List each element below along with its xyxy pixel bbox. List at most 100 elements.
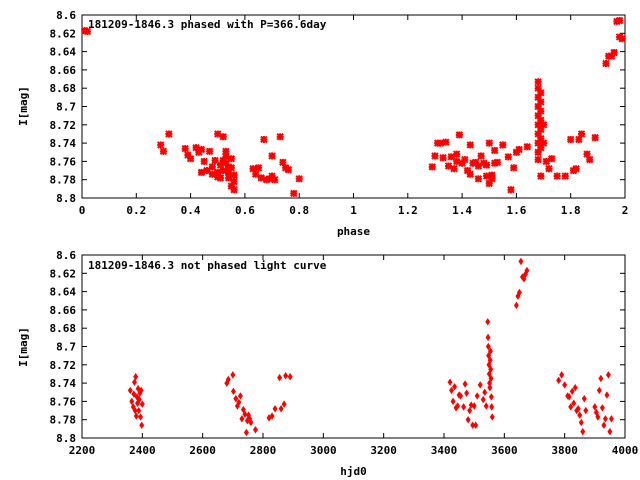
unphased-panel: 2200 2400 2600 2800 3000 3200 3400 3600 3800 4000… xyxy=(17,249,638,478)
data-point xyxy=(463,166,472,175)
data-point xyxy=(595,413,601,421)
y-tick-label: 8.7 xyxy=(56,341,76,354)
x-tick-label: 2400 xyxy=(129,444,156,457)
data-point xyxy=(272,404,278,413)
data-point xyxy=(132,406,138,415)
y-tick-label: 8.68 xyxy=(50,322,77,335)
x-tick-label: 4000 xyxy=(612,444,639,457)
x-tick-label: 3400 xyxy=(431,444,458,457)
data-point xyxy=(482,388,488,396)
data-point xyxy=(575,135,583,144)
data-point xyxy=(504,153,512,161)
data-point xyxy=(599,404,605,412)
data-point xyxy=(230,171,238,179)
data-point xyxy=(281,400,287,408)
data-point xyxy=(139,421,145,429)
data-point xyxy=(537,116,545,124)
x-tick-label: 1.6 xyxy=(506,204,526,217)
plot-title: 181209-1846.3 phased with P=366.6day xyxy=(88,18,327,31)
y-tick-label: 8.64 xyxy=(50,46,77,59)
data-point xyxy=(129,397,135,406)
y-tick-label: 8.7 xyxy=(56,101,76,114)
y-tick-label: 8.8 xyxy=(56,192,76,205)
data-point xyxy=(197,168,206,177)
data-point xyxy=(534,148,542,156)
data-point xyxy=(132,378,137,386)
data-point xyxy=(138,386,144,395)
data-point xyxy=(224,168,233,177)
data-point xyxy=(480,395,486,404)
data-point xyxy=(577,130,586,138)
data-point xyxy=(507,186,515,194)
y-axis-label: I[mag] xyxy=(17,327,30,367)
data-point xyxy=(186,154,195,163)
data-point xyxy=(607,52,616,60)
y-tick-label: 8.6 xyxy=(56,9,76,22)
data-point xyxy=(197,145,206,154)
x-axis-label: hjd0 xyxy=(340,465,367,478)
data-point xyxy=(534,111,542,120)
data-point xyxy=(537,107,545,115)
data-point xyxy=(605,371,611,379)
data-point xyxy=(436,139,445,147)
data-point xyxy=(537,98,545,106)
data-point xyxy=(482,161,491,169)
data-point xyxy=(534,121,542,129)
x-tick-label: 0.2 xyxy=(126,204,146,217)
y-tick-label: 8.78 xyxy=(50,414,77,427)
data-point xyxy=(444,162,453,170)
x-tick-label: 1 xyxy=(350,204,357,217)
data-point xyxy=(83,27,92,36)
data-point xyxy=(200,157,208,166)
data-point xyxy=(474,162,483,170)
data-point xyxy=(477,381,483,389)
data-point xyxy=(227,154,236,163)
y-axis-label: I[mag] xyxy=(17,86,30,126)
data-point xyxy=(461,155,469,164)
data-point xyxy=(165,130,173,138)
data-point xyxy=(252,426,258,434)
data-point xyxy=(537,89,545,97)
x-tick-label: 3000 xyxy=(310,444,337,457)
data-point xyxy=(260,135,268,144)
data-point xyxy=(287,372,293,381)
data-point xyxy=(487,356,493,364)
data-point xyxy=(556,376,562,385)
data-point xyxy=(485,342,491,351)
data-point xyxy=(516,288,522,297)
data-point xyxy=(278,404,284,413)
data-point xyxy=(485,139,493,147)
data-point xyxy=(534,78,542,86)
data-point xyxy=(539,139,548,147)
data-point xyxy=(222,147,230,156)
data-point xyxy=(138,413,144,421)
data-point xyxy=(461,403,467,411)
y-tick-label: 8.68 xyxy=(50,82,77,95)
data-point xyxy=(489,403,495,411)
data-point xyxy=(572,165,580,173)
data-point xyxy=(458,159,466,167)
x-tick-label: 2200 xyxy=(69,444,96,457)
data-point xyxy=(473,421,479,429)
data-point xyxy=(224,174,233,182)
x-tick-label: 1.4 xyxy=(452,204,472,217)
x-tick-label: 0.4 xyxy=(181,204,201,217)
data-point xyxy=(252,170,260,178)
x-axis-label: phase xyxy=(337,225,370,238)
x-tick-label: 1.2 xyxy=(398,204,418,217)
data-point xyxy=(534,155,542,164)
data-point xyxy=(216,161,225,169)
data-point xyxy=(487,347,493,355)
data-point xyxy=(542,157,550,166)
data-point xyxy=(518,257,524,266)
data-point xyxy=(455,131,464,139)
y-tick-label: 8.78 xyxy=(50,174,77,187)
data-point xyxy=(593,408,599,417)
data-point xyxy=(271,175,279,184)
data-point xyxy=(618,35,626,43)
x-tick-label: 3600 xyxy=(491,444,518,457)
x-tick-label: 2800 xyxy=(250,444,277,457)
data-point xyxy=(474,392,480,400)
y-tick-label: 8.76 xyxy=(50,155,77,168)
data-point xyxy=(607,427,613,436)
